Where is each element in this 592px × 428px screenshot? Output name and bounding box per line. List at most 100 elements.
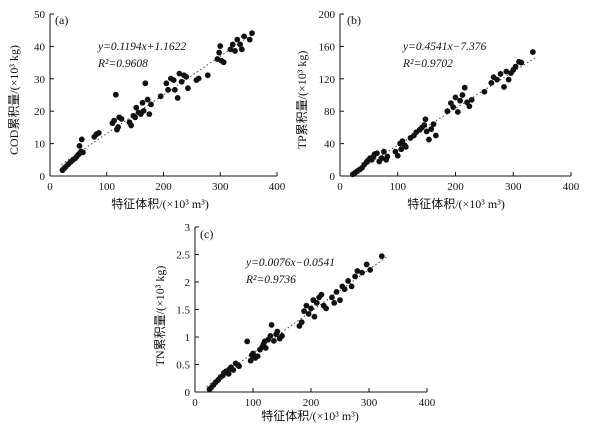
panel-a-data-point xyxy=(148,101,154,108)
panel-a-data-point xyxy=(183,73,190,80)
panel-b-x-tick-label: 200 xyxy=(447,181,464,193)
panel-a-data-point xyxy=(178,78,185,85)
panel-a-y-tick-label: 30 xyxy=(34,74,46,86)
panel-a-data-point xyxy=(133,104,140,111)
panel-b-data-point xyxy=(374,150,380,157)
panel-b-data-point xyxy=(444,108,451,115)
panel-c-data-point xyxy=(313,300,320,306)
panel-a-data-point xyxy=(128,122,135,129)
panel-a-data-point xyxy=(80,149,86,156)
panel-c-data-point xyxy=(323,305,329,312)
panel-c-data-point xyxy=(279,333,285,339)
panel-a: (a) y=0.1194x+1.1622 R²=0.9608 特征体积/(×10… xyxy=(7,9,286,211)
panel-c-data-point xyxy=(337,297,343,304)
panel-c-data-point xyxy=(247,357,254,364)
panel-c-y-tick-label: 0.5 xyxy=(176,360,190,372)
panel-b-y-tick-label: 0 xyxy=(330,171,336,183)
panel-a-y-tick-label: 10 xyxy=(34,139,46,151)
panel-c-data-point xyxy=(378,253,385,260)
panel-a-equation: y=0.1194x+1.1622 xyxy=(97,41,186,53)
panel-c-y-tick-label: 1 xyxy=(185,332,191,344)
panel-c-data-point xyxy=(318,291,325,298)
panel-b-data-point xyxy=(466,103,473,110)
panel-c-data-point xyxy=(274,328,281,335)
panel-c-data-point xyxy=(352,273,358,280)
panel-b-y-tick-label: 40 xyxy=(324,139,336,151)
panel-a-data-point xyxy=(171,86,178,93)
panel-b-data-point xyxy=(380,148,387,155)
panel-a-data-point xyxy=(132,114,139,121)
panel-a-data-point xyxy=(142,80,149,87)
panel-c-data-point xyxy=(333,289,340,295)
panel-c-x-tick-label: 200 xyxy=(303,397,320,409)
panel-a-y-tick-label: 40 xyxy=(34,41,46,53)
panel-b: (b) y=0.4541x−7.376 R²=0.9702 特征体积/(×10³… xyxy=(295,9,580,211)
panel-b-data-point xyxy=(452,94,459,101)
panel-b-data-point xyxy=(518,59,525,66)
panel-c-data-point xyxy=(331,300,338,306)
panel-b-x-tick-label: 0 xyxy=(337,181,343,193)
panel-b-data-point xyxy=(503,68,510,75)
panel-b-r2: R²=0.9702 xyxy=(402,58,453,70)
panel-c-equation: y=0.0076x−0.0541 xyxy=(245,257,335,269)
panel-a-data-point xyxy=(217,43,224,49)
panel-b-equation: y=0.4541x−7.376 xyxy=(402,41,486,53)
panel-b-data-point xyxy=(454,109,461,115)
panel-b-data-point xyxy=(432,132,439,139)
panel-c-data-point xyxy=(236,363,242,370)
panel-b-data-point xyxy=(428,126,435,132)
panel-a-data-point xyxy=(246,36,253,43)
panel-b-data-point xyxy=(468,96,475,103)
panel-b-data-point xyxy=(457,97,464,104)
panel-b-ylabel: TP累积量/(×10³ kg) xyxy=(295,51,309,150)
panel-a-data-point xyxy=(163,80,170,87)
panel-a-data-point xyxy=(140,107,147,114)
panel-a-data-point xyxy=(216,49,223,56)
panel-a-data-point xyxy=(234,36,241,43)
panel-c-data-point xyxy=(262,345,269,351)
panel-c-data-point xyxy=(345,278,352,284)
panel-c-data-point xyxy=(254,353,261,360)
panel-c-data-point xyxy=(225,370,232,377)
panel-a-data-point xyxy=(229,41,236,48)
panel-b-data-point xyxy=(398,146,405,153)
panel-c-data-point xyxy=(244,338,251,345)
panel-c-x-tick-label: 300 xyxy=(361,397,378,409)
panel-b-y-tick-label: 160 xyxy=(319,41,336,53)
panel-a-y-tick-label: 0 xyxy=(40,171,46,183)
panel-a-data-point xyxy=(238,46,245,53)
panel-b-data-point xyxy=(394,152,401,159)
panel-c-data-point xyxy=(250,350,256,357)
panel-b-data-point xyxy=(384,153,391,160)
panel-c-data-point xyxy=(270,337,277,344)
panel-a-data-point xyxy=(146,111,153,118)
panel-c-data-point xyxy=(230,367,237,373)
panel-b-data-point xyxy=(512,63,519,70)
panel-a-data-point xyxy=(195,75,202,82)
panel-b-label: (b) xyxy=(347,13,361,27)
panel-a-data-point xyxy=(144,96,151,103)
panel-a-data-point xyxy=(220,59,227,66)
panel-c-data-point xyxy=(301,308,307,315)
panel-c-data-point xyxy=(267,333,274,339)
panel-b-data-point xyxy=(501,84,507,90)
panel-c-data-point xyxy=(328,294,335,301)
panel-a-data-point xyxy=(118,116,125,122)
panel-b-data-point xyxy=(421,122,428,128)
panel-b-data-point xyxy=(422,116,429,123)
panel-a-data-point xyxy=(185,85,191,92)
panel-b-data-point xyxy=(497,71,504,77)
panel-c-data-point xyxy=(341,286,348,293)
panel-b-data-point xyxy=(481,88,488,95)
panel-c-data-point xyxy=(348,283,355,290)
panel-b-data-point xyxy=(423,128,430,135)
panel-a-data-point xyxy=(165,86,171,93)
panel-a-data-point xyxy=(232,48,238,54)
panel-c-ylabel: TN累积量/(×10³ kg) xyxy=(153,266,167,367)
panel-b-data-point xyxy=(450,104,457,111)
panel-a-ylabel: COD累积量/(×10³ kg) xyxy=(7,45,21,155)
panel-c-data-point xyxy=(268,322,275,328)
panel-c-y-tick-label: 1.5 xyxy=(176,305,190,317)
panel-c: (c) y=0.0076x−0.0541 R²=0.9736 特征体积/(×10… xyxy=(153,222,436,423)
